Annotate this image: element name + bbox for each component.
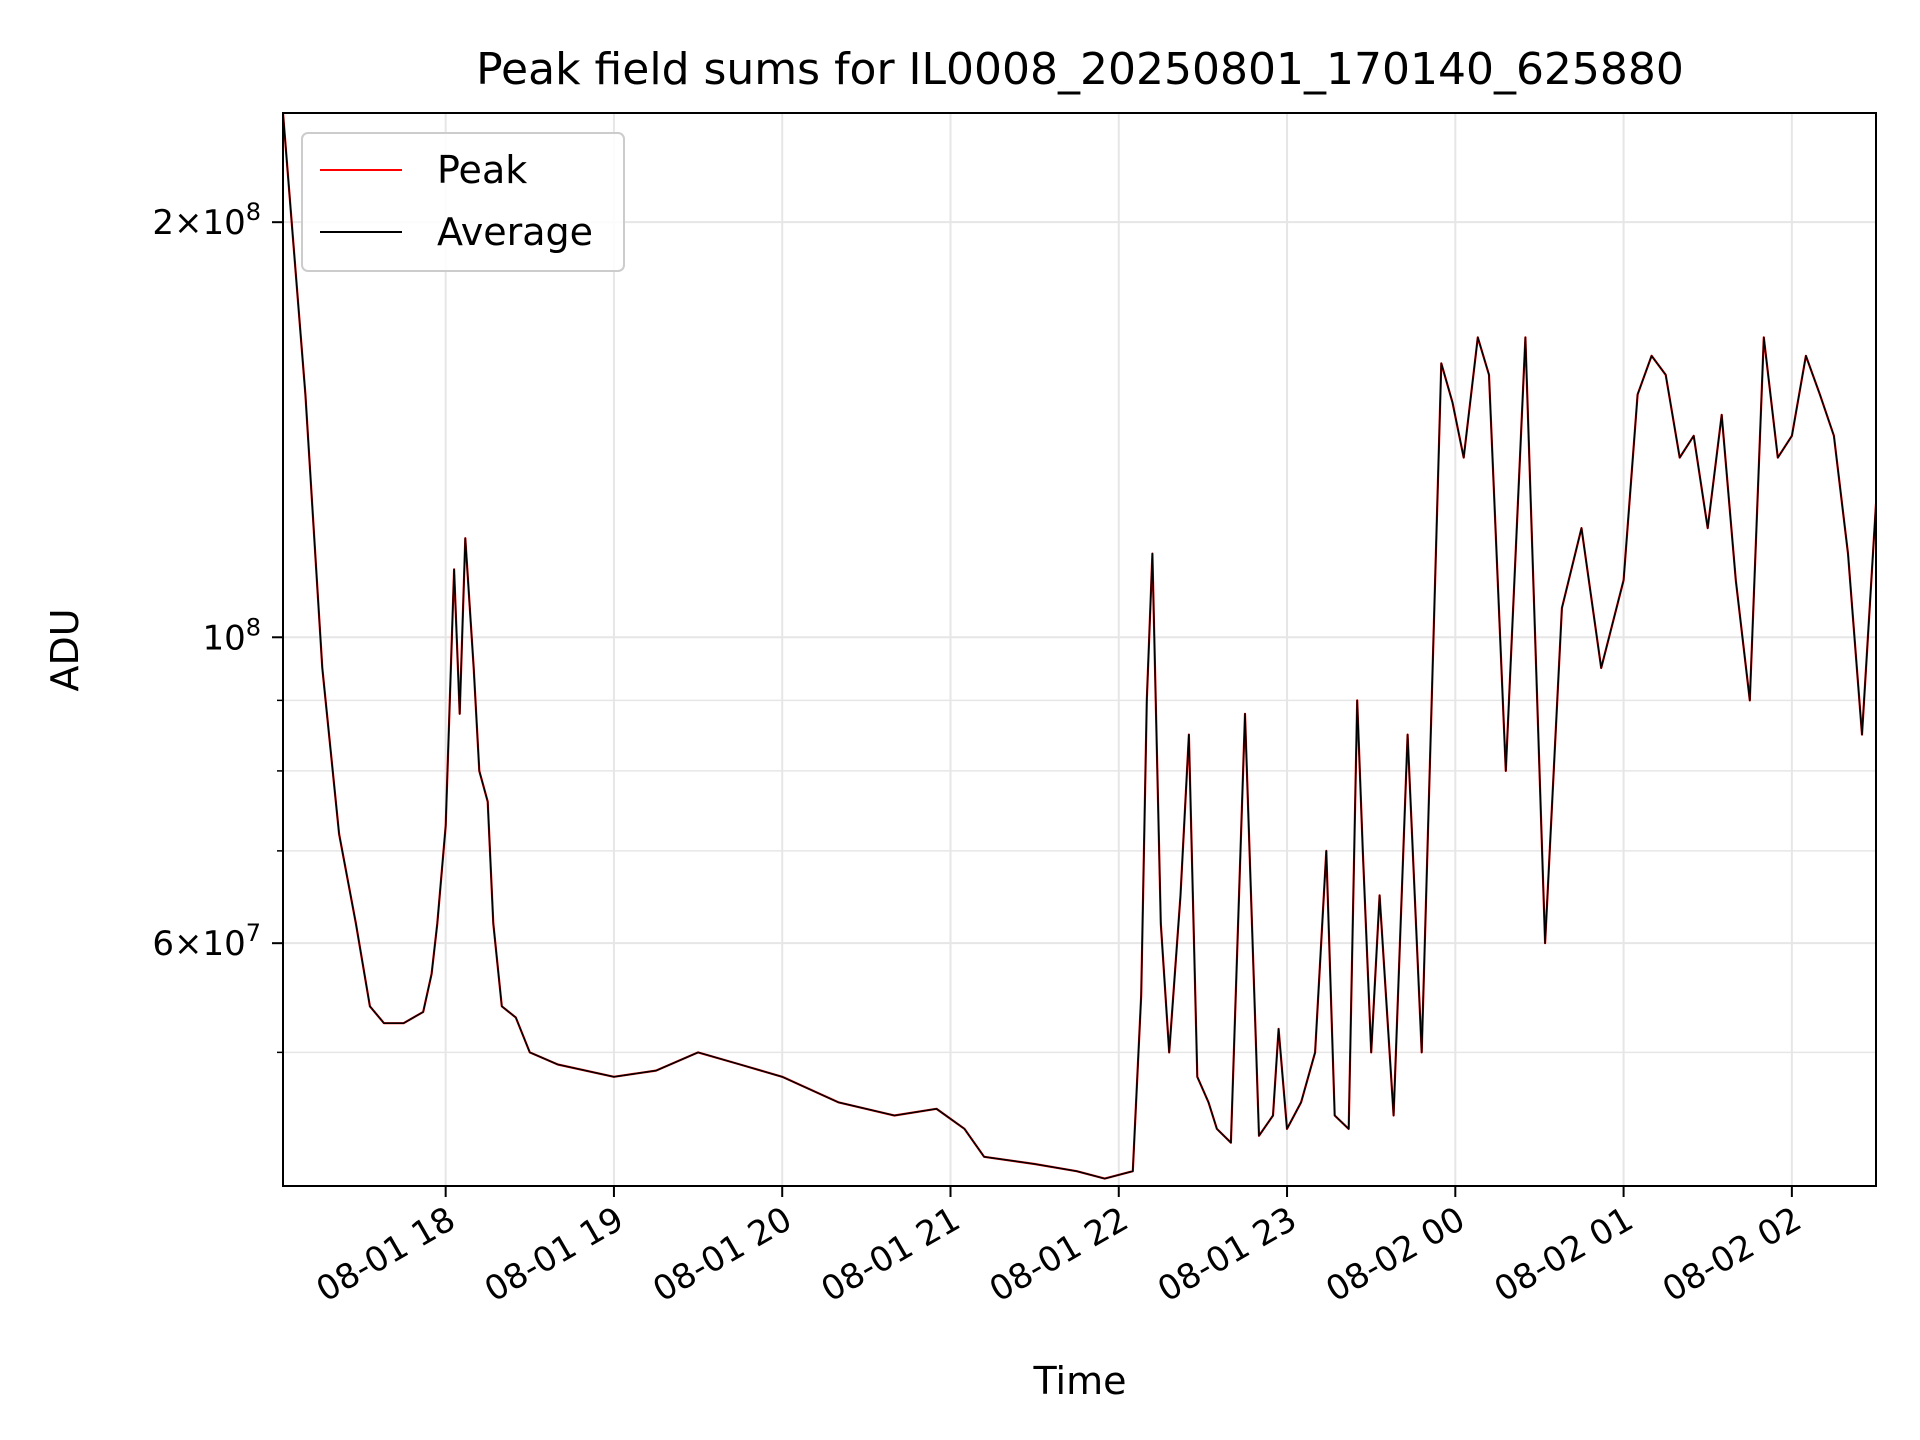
- series-line-average: [283, 113, 1876, 1180]
- legend: Peak Average: [301, 132, 625, 272]
- y-tick-label: 108: [202, 613, 261, 658]
- legend-label-peak: Peak: [437, 148, 527, 192]
- chart-title: Peak field sums for IL0008_20250801_1701…: [476, 44, 1684, 95]
- legend-label-average: Average: [437, 210, 593, 254]
- y-tick-label: 2×108: [152, 198, 261, 243]
- grid-layer: [283, 113, 1876, 1186]
- series-layer: [283, 113, 1876, 1180]
- legend-box: [301, 132, 625, 272]
- x-axis-label: Time: [1033, 1359, 1127, 1403]
- y-tick-label: 6×107: [152, 919, 261, 964]
- y-axis-label: ADU: [43, 608, 87, 691]
- axes-frame: [282, 112, 1877, 1187]
